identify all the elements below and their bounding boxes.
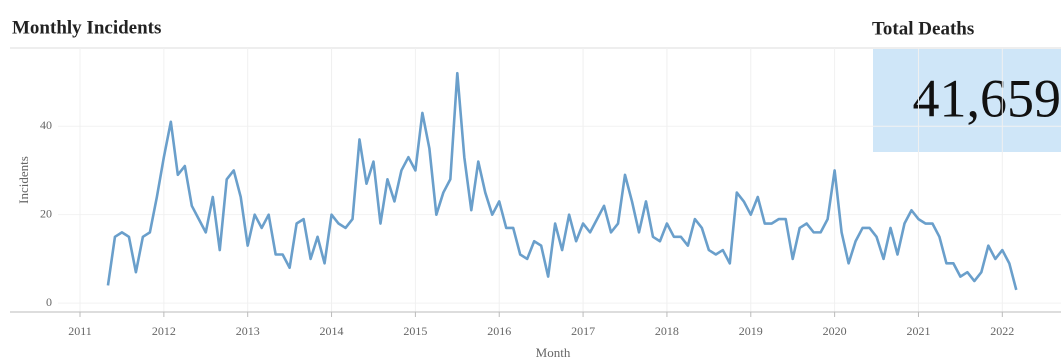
x-tick-label: 2016 [487, 324, 511, 338]
y-tick-label: 0 [46, 295, 52, 309]
y-axis-label: Incidents [16, 156, 31, 204]
kpi-value: 41,659 [913, 68, 1061, 128]
x-tick-label: 2011 [68, 324, 92, 338]
chart-title: Monthly Incidents [12, 17, 161, 38]
x-tick-label: 2015 [403, 324, 427, 338]
y-tick-label: 20 [40, 206, 52, 220]
x-tick-label: 2021 [906, 324, 930, 338]
x-tick-label: 2012 [152, 324, 176, 338]
x-tick-label: 2017 [571, 324, 595, 338]
y-tick-label: 40 [40, 118, 52, 132]
x-axis-label: Month [536, 345, 571, 360]
x-tick-label: 2013 [236, 324, 260, 338]
x-tick-label: 2014 [320, 324, 344, 338]
x-tick-label: 2020 [823, 324, 847, 338]
kpi-box [873, 49, 1061, 152]
x-tick-label: 2018 [655, 324, 679, 338]
x-tick-label: 2019 [739, 324, 763, 338]
x-tick-label: 2022 [990, 324, 1014, 338]
kpi-title: Total Deaths [872, 18, 974, 39]
line-series [106, 71, 1018, 291]
